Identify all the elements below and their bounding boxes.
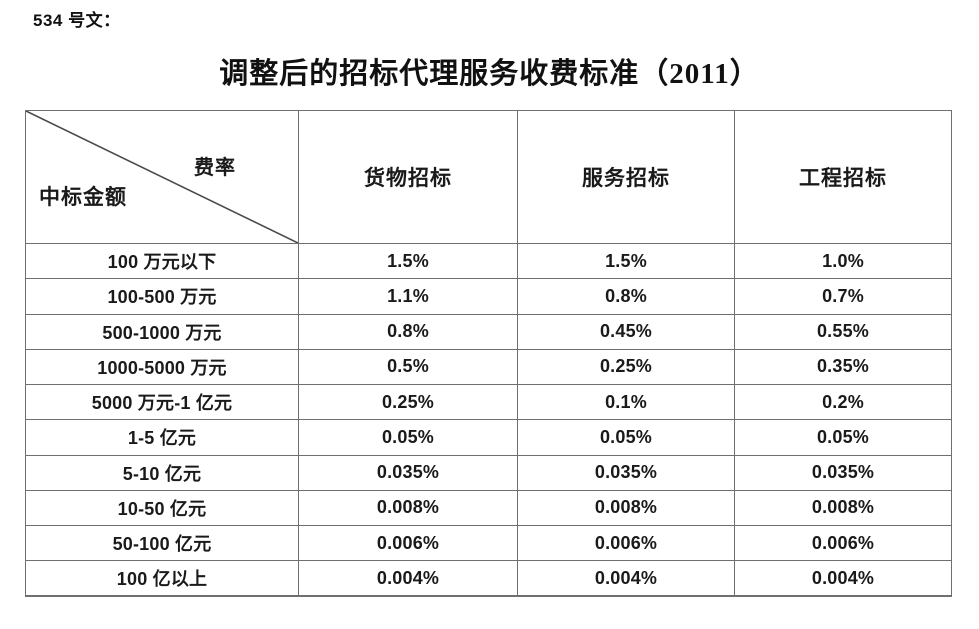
row-label: 5000 万元-1 亿元 xyxy=(25,383,299,421)
corner-fee-rate-label: 费率 xyxy=(194,157,236,179)
table-cell: 0.05% xyxy=(298,419,518,456)
table-row: 100-500 万元 1.1% 0.8% 0.7% xyxy=(25,278,952,315)
table-cell: 0.25% xyxy=(517,348,735,386)
table-cell: 0.1% xyxy=(517,383,735,421)
table-cell: 0.035% xyxy=(298,454,518,491)
table-cell: 0.006% xyxy=(734,524,952,562)
table-row: 5000 万元-1 亿元 0.25% 0.1% 0.2% xyxy=(25,383,952,421)
table-cell: 0.8% xyxy=(298,313,518,350)
table-cell: 0.006% xyxy=(298,524,518,562)
table-row: 5-10 亿元 0.035% 0.035% 0.035% xyxy=(25,454,952,491)
table-cell: 0.008% xyxy=(734,489,952,527)
header-row: 费率 中标金额 货物招标 服务招标 工程招标 xyxy=(25,110,952,244)
table-row: 100 万元以下 1.5% 1.5% 1.0% xyxy=(25,242,952,280)
table-cell: 0.5% xyxy=(298,348,518,386)
table-cell: 0.7% xyxy=(734,278,952,315)
table-row: 1-5 亿元 0.05% 0.05% 0.05% xyxy=(25,419,952,456)
table-cell: 0.45% xyxy=(517,313,735,350)
table-cell: 0.2% xyxy=(734,383,952,421)
table-cell: 0.25% xyxy=(298,383,518,421)
column-header-goods-bidding: 货物招标 xyxy=(298,110,518,244)
page-title: 调整后的招标代理服务收费标准（2011） xyxy=(219,58,760,90)
table-cell: 0.008% xyxy=(517,489,735,527)
table-cell: 0.05% xyxy=(734,419,952,456)
row-label: 5-10 亿元 xyxy=(25,454,299,491)
diagonal-divider-line xyxy=(26,111,298,243)
column-header-engineering-bidding: 工程招标 xyxy=(734,110,952,244)
row-label: 50-100 亿元 xyxy=(25,524,299,562)
row-label: 10-50 亿元 xyxy=(25,489,299,527)
table-cell: 0.008% xyxy=(298,489,518,527)
table-cell: 0.035% xyxy=(517,454,735,491)
row-label: 100 万元以下 xyxy=(25,242,299,280)
corner-cell: 费率 中标金额 xyxy=(25,110,299,244)
row-label: 1-5 亿元 xyxy=(25,419,299,456)
row-label: 100-500 万元 xyxy=(25,278,299,315)
table-cell: 0.55% xyxy=(734,313,952,350)
table-cell: 1.0% xyxy=(734,242,952,280)
table-cell: 0.05% xyxy=(517,419,735,456)
table-cell: 0.8% xyxy=(517,278,735,315)
table-row: 10-50 亿元 0.008% 0.008% 0.008% xyxy=(25,489,952,527)
corner-bid-amount-label: 中标金额 xyxy=(39,185,127,209)
table-row: 100 亿以上 0.004% 0.004% 0.004% xyxy=(25,560,952,597)
row-label: 1000-5000 万元 xyxy=(25,348,299,386)
fee-table: 费率 中标金额 货物招标 服务招标 工程招标 100 万元以下 1.5% 1.5… xyxy=(25,110,952,597)
doc-number-label: 534 号文： xyxy=(33,11,121,30)
table-row: 50-100 亿元 0.006% 0.006% 0.006% xyxy=(25,524,952,562)
table-cell: 0.35% xyxy=(734,348,952,386)
row-label: 100 亿以上 xyxy=(25,560,299,597)
table-row: 500-1000 万元 0.8% 0.45% 0.55% xyxy=(25,313,952,350)
table-cell: 1.5% xyxy=(298,242,518,280)
table-cell: 0.004% xyxy=(298,560,518,597)
table-cell: 1.1% xyxy=(298,278,518,315)
table-cell: 0.004% xyxy=(734,560,952,597)
table-cell: 0.035% xyxy=(734,454,952,491)
column-header-service-bidding: 服务招标 xyxy=(517,110,735,244)
table-cell: 0.006% xyxy=(517,524,735,562)
table-cell: 0.004% xyxy=(517,560,735,597)
table-cell: 1.5% xyxy=(517,242,735,280)
row-label: 500-1000 万元 xyxy=(25,313,299,350)
table-row: 1000-5000 万元 0.5% 0.25% 0.35% xyxy=(25,348,952,386)
